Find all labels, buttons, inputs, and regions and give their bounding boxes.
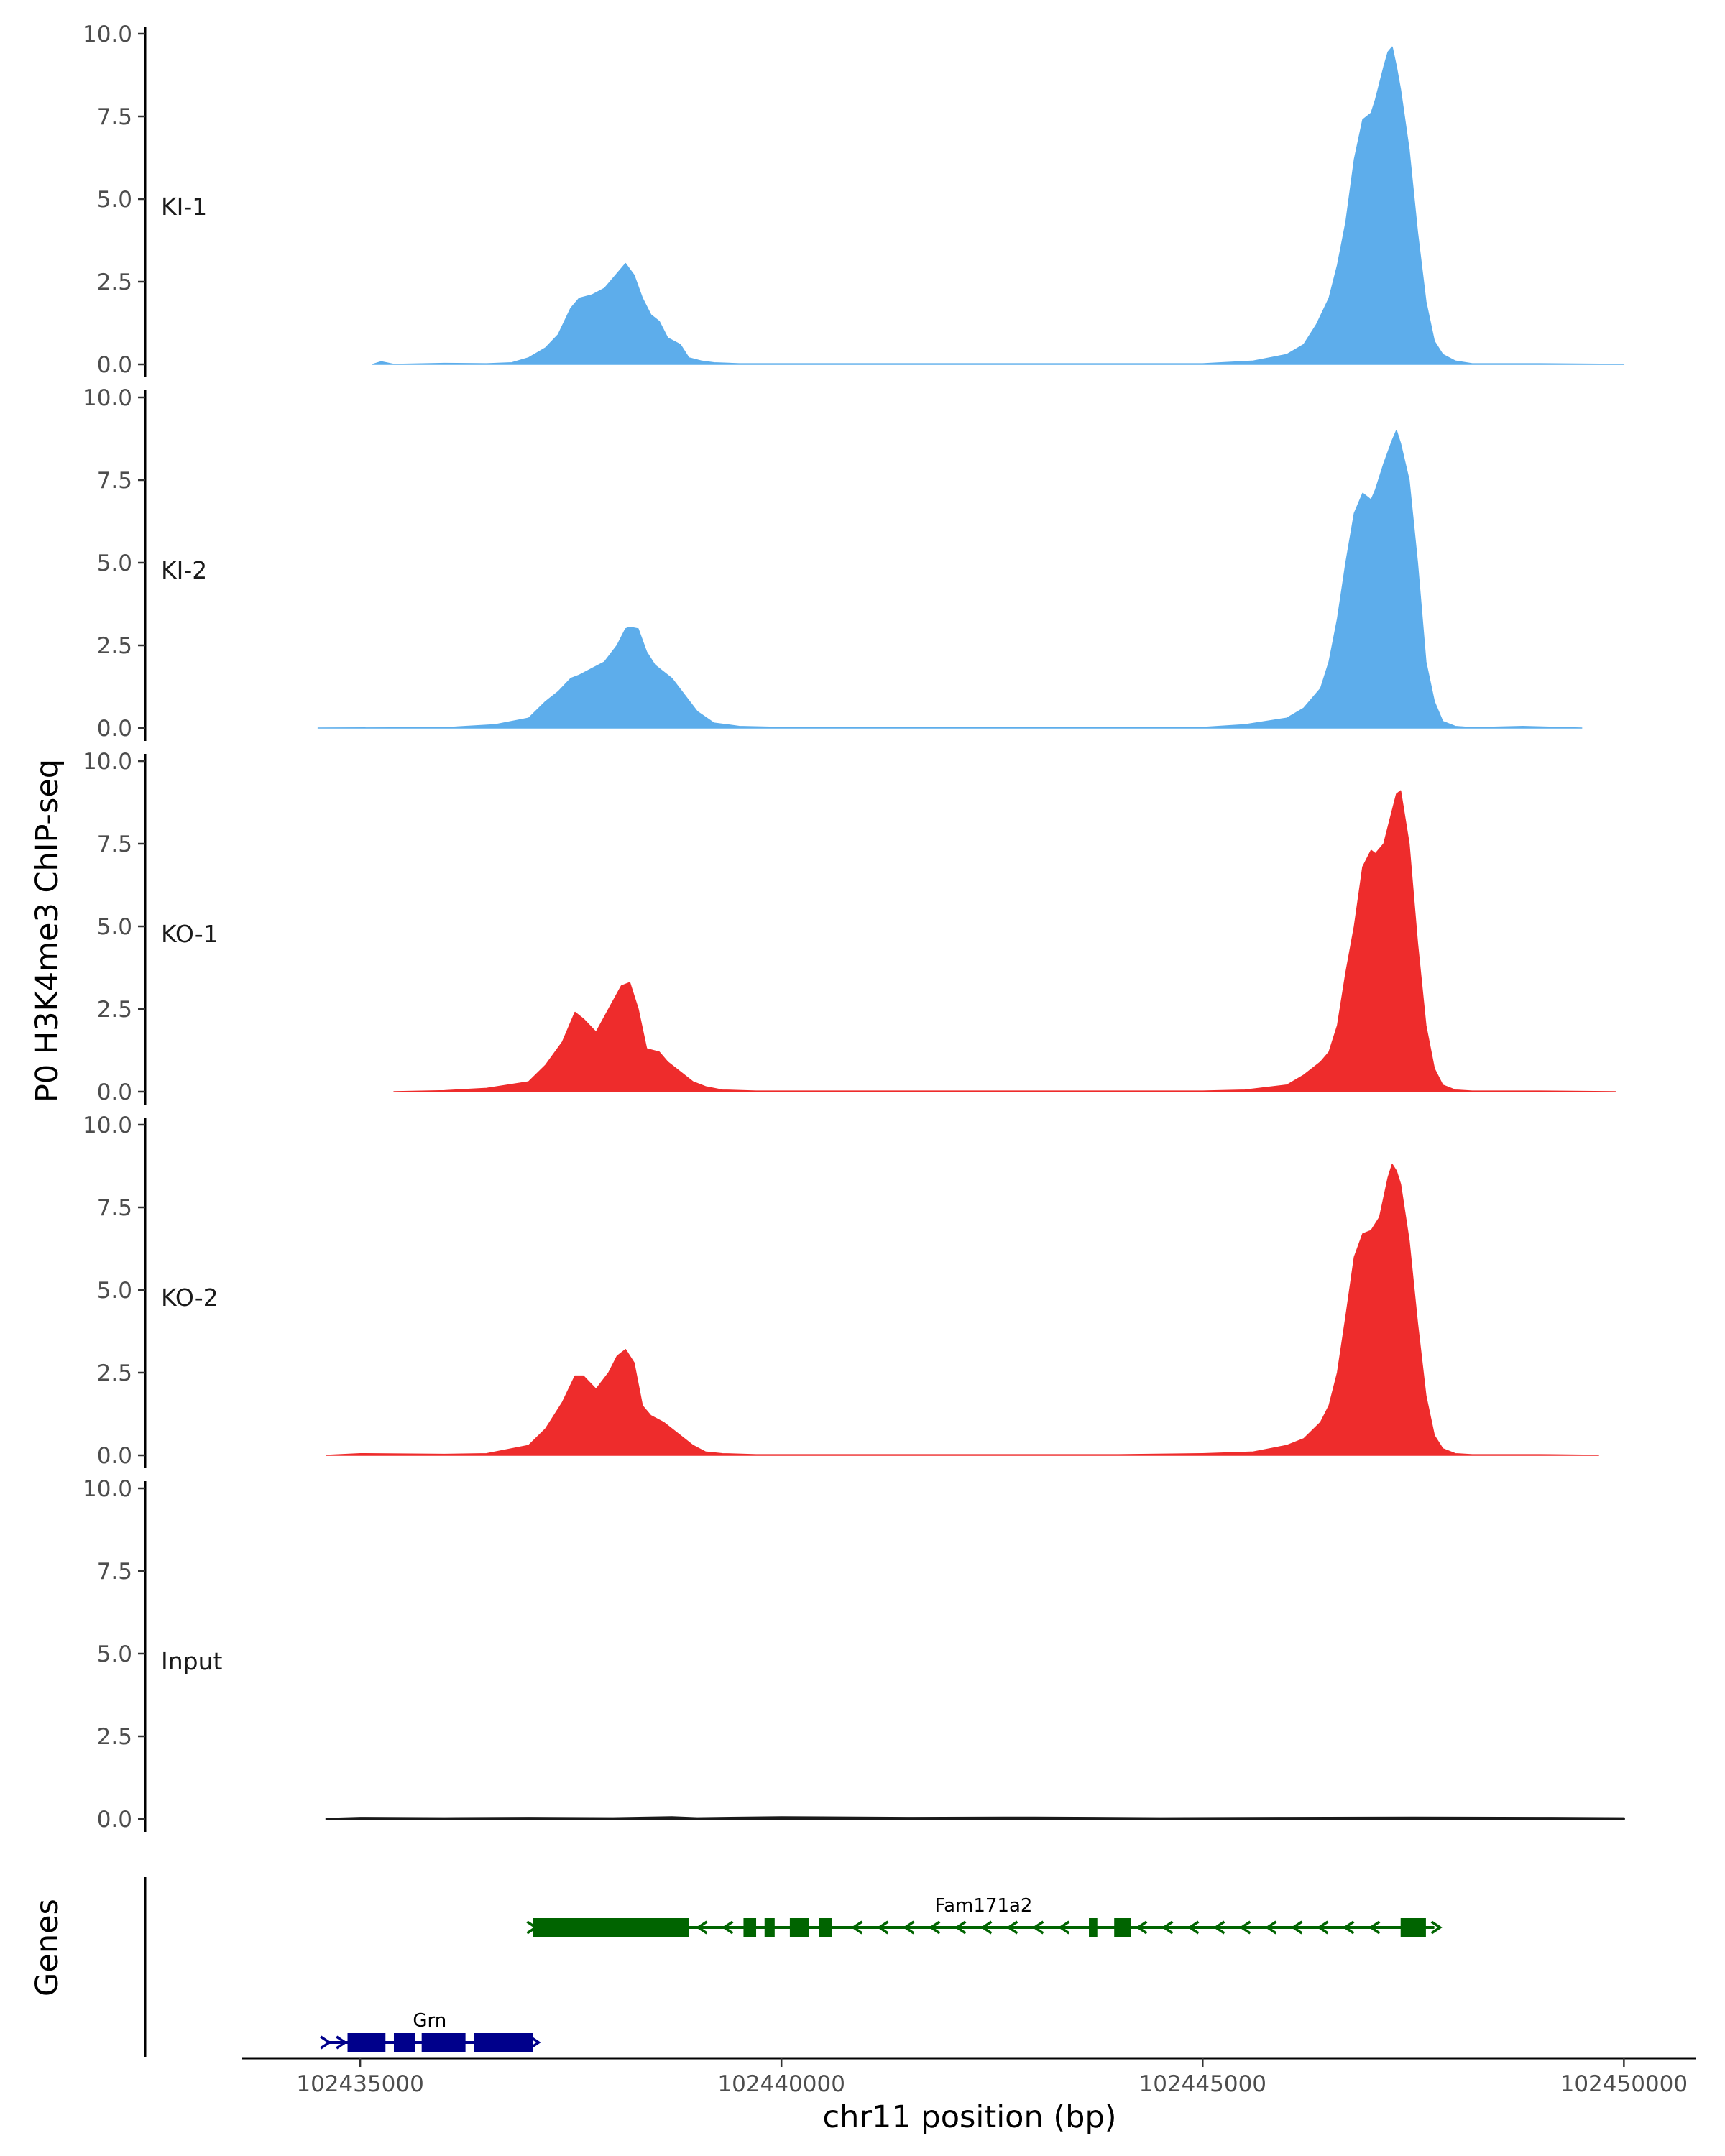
track-ki-1: 0.0 2.5 5.0 7.5 10.0 KI-1 <box>83 22 1625 378</box>
track-label: KO-2 <box>161 1284 218 1312</box>
y-tick-label: 7.5 <box>97 1195 132 1221</box>
exon <box>1400 1918 1426 1937</box>
y-tick-label: 5.0 <box>97 1278 132 1304</box>
exon <box>1089 1918 1098 1937</box>
exon <box>743 1918 757 1937</box>
track-ki-2: 0.0 2.5 5.0 7.5 10.0 KI-2 <box>83 385 1583 742</box>
gene-annotation-track: Fam171a2 Grn <box>144 1877 1443 2057</box>
exon <box>1114 1918 1131 1937</box>
exon <box>789 1918 809 1937</box>
y-tick-label: 2.5 <box>97 1724 132 1750</box>
strand-arrow <box>1006 1920 1018 1935</box>
strand-arrow <box>980 1920 993 1935</box>
y-tick-label: 7.5 <box>97 1559 132 1585</box>
y-tick-label: 2.5 <box>97 270 132 295</box>
y-tick-label: 5.0 <box>97 187 132 213</box>
y-tick-label: 7.5 <box>97 468 132 494</box>
strand-arrow <box>1239 1920 1251 1935</box>
strand-arrow <box>954 1920 967 1935</box>
strand-arrow <box>722 1920 734 1935</box>
strand-arrow <box>877 1920 889 1935</box>
coverage-area <box>326 1164 1599 1456</box>
exon <box>819 1918 832 1937</box>
strand-arrow <box>336 2035 348 2050</box>
strand-arrow <box>1368 1920 1381 1935</box>
track-ko-2: 0.0 2.5 5.0 7.5 10.0 KO-2 <box>83 1112 1599 1469</box>
gene-end-cap <box>320 2035 332 2050</box>
y-tick-label: 7.5 <box>97 831 132 857</box>
y-tick-label: 7.5 <box>97 104 132 130</box>
coverage-area <box>325 1816 1625 1820</box>
exon <box>347 2033 386 2052</box>
strand-arrow <box>1136 1920 1148 1935</box>
y-tick-label: 2.5 <box>97 1360 132 1386</box>
track-label: KI-1 <box>161 193 207 221</box>
y-tick-label: 2.5 <box>97 997 132 1023</box>
track-ko-1: 0.0 2.5 5.0 7.5 10.0 KO-1 <box>83 749 1616 1105</box>
strand-arrow <box>696 1920 708 1935</box>
strand-arrow <box>1343 1920 1355 1935</box>
y-axis-title: P0 H3K4me3 ChIP-seq <box>29 759 65 1102</box>
strand-arrow <box>1291 1920 1303 1935</box>
gene-fam171a2: Fam171a2 <box>526 1895 1443 1937</box>
exon <box>533 1918 689 1937</box>
y-tick-label: 0.0 <box>97 1443 132 1469</box>
track-input: 0.0 2.5 5.0 7.5 10.0 Input <box>83 1476 1625 1833</box>
y-tick-label: 0.0 <box>97 1079 132 1105</box>
strand-arrow <box>929 1920 941 1935</box>
strand-arrow <box>1187 1920 1200 1935</box>
coverage-area <box>372 46 1625 365</box>
coverage-area <box>317 430 1583 729</box>
strand-arrow <box>1213 1920 1225 1935</box>
y-tick-label: 10.0 <box>83 1112 132 1138</box>
x-tick-label: 102435000 <box>296 2071 424 2097</box>
x-axis-title: chr11 position (bp) <box>822 2099 1116 2135</box>
y-tick-label: 5.0 <box>97 914 132 940</box>
gene-name-label: Fam171a2 <box>935 1895 1033 1917</box>
genes-axis-title: Genes <box>29 1899 65 1996</box>
exon <box>764 1918 775 1937</box>
strand-arrow <box>1058 1920 1070 1935</box>
y-tick-label: 10.0 <box>83 749 132 775</box>
y-tick-label: 10.0 <box>83 1476 132 1502</box>
y-tick-label: 2.5 <box>97 633 132 659</box>
x-tick-label: 102440000 <box>717 2071 845 2097</box>
track-label: KI-2 <box>161 556 207 584</box>
x-axis: 102435000 102440000 102445000 102450000 <box>242 2057 1696 2097</box>
gene-grn: Grn <box>320 2010 541 2052</box>
y-tick-label: 0.0 <box>97 352 132 378</box>
y-tick-label: 10.0 <box>83 385 132 411</box>
gene-name-label: Grn <box>413 2010 446 2032</box>
y-tick-label: 5.0 <box>97 1641 132 1667</box>
strand-arrow <box>903 1920 915 1935</box>
strand-arrow <box>1265 1920 1277 1935</box>
exon <box>474 2033 533 2052</box>
coverage-tracks: 0.0 2.5 5.0 7.5 10.0 KI-1 0.0 2.5 5.0 7.5 10.0 KI-2… <box>83 22 1625 1833</box>
strand-arrow <box>1032 1920 1044 1935</box>
x-tick-label: 102445000 <box>1139 2071 1267 2097</box>
strand-arrow <box>1317 1920 1329 1935</box>
gene-end-cap <box>1430 1920 1443 1935</box>
strand-arrow <box>1162 1920 1174 1935</box>
y-tick-label: 0.0 <box>97 1807 132 1833</box>
track-label: KO-1 <box>161 920 218 948</box>
exon <box>421 2033 466 2052</box>
y-tick-label: 5.0 <box>97 550 132 576</box>
track-label: Input <box>161 1647 223 1675</box>
y-tick-label: 10.0 <box>83 22 132 47</box>
exon <box>393 2033 415 2052</box>
strand-arrow <box>851 1920 863 1935</box>
y-tick-label: 0.0 <box>97 716 132 742</box>
coverage-area <box>393 790 1616 1092</box>
x-tick-label: 102450000 <box>1560 2071 1688 2097</box>
